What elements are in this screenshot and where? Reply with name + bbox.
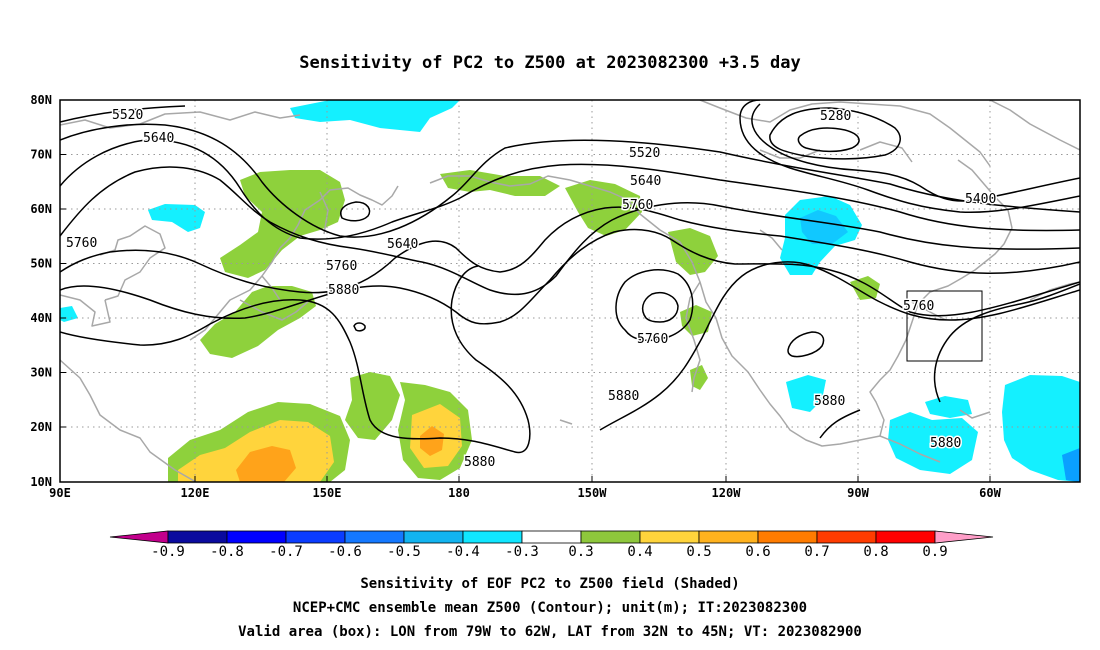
neg-shade-east-atlantic	[1002, 375, 1080, 482]
contour-label: 5640	[630, 174, 661, 189]
colorbar-arrow-high	[934, 530, 994, 544]
colorbar-label: 0.5	[686, 544, 711, 560]
caption-line-2: NCEP+CMC ensemble mean Z500 (Contour); u…	[293, 600, 807, 616]
lon-label: 90W	[847, 486, 869, 500]
colorbar-label: 0.9	[922, 544, 947, 560]
colorbar-swatches	[109, 530, 994, 544]
lat-label: 20N	[30, 420, 52, 434]
lon-label: 150E	[313, 486, 342, 500]
pos-shade-japan	[200, 286, 316, 358]
contour-label: 5760	[637, 332, 668, 347]
lat-label: 70N	[30, 148, 52, 162]
colorbar-swatch	[285, 530, 346, 544]
map-frame	[59, 99, 1081, 483]
z500-contours	[60, 100, 1080, 454]
colorbar-label: -0.7	[269, 544, 303, 560]
contour-label: 5880	[328, 283, 359, 298]
colorbar-label: -0.9	[151, 544, 185, 560]
lon-label: 60W	[979, 486, 1001, 500]
colorbar-swatch	[403, 530, 464, 544]
colorbar-label: 0.6	[745, 544, 770, 560]
colorbar-arrow-low	[109, 530, 169, 544]
colorbar-label: -0.8	[210, 544, 244, 560]
contour-label: 5880	[930, 436, 961, 451]
caption-line-1: Sensitivity of EOF PC2 to Z500 field (Sh…	[360, 576, 739, 592]
colorbar-swatch	[521, 530, 582, 544]
colorbar-swatch	[167, 530, 228, 544]
pos-shade-hawaii	[345, 372, 400, 440]
contour-labels: 5520 5640 5760 5640 5760 5880 5520 5640 …	[65, 107, 998, 472]
contour-label: 5520	[629, 146, 660, 161]
figure-title: Sensitivity of PC2 to Z500 at 2023082300…	[299, 53, 801, 73]
lon-label: 120W	[712, 486, 742, 500]
colorbar-swatch	[462, 530, 523, 544]
contour-label: 5640	[143, 131, 174, 146]
pos-shade-oregon	[680, 305, 712, 336]
contour-label: 5280	[820, 109, 851, 124]
tick-marks	[60, 154, 991, 482]
lon-label: 180	[448, 486, 470, 500]
colorbar-swatch	[757, 530, 818, 544]
colorbar: -0.9 -0.8 -0.7 -0.6 -0.5 -0.4 -0.3 0.3 0…	[109, 530, 994, 560]
colorbar-label: 0.8	[863, 544, 888, 560]
neg-shade-gulf	[786, 375, 826, 412]
neg-shade-arctic	[290, 100, 460, 132]
colorbar-labels: -0.9 -0.8 -0.7 -0.6 -0.5 -0.4 -0.3 0.3 0…	[151, 544, 948, 560]
colorbar-label: 0.3	[568, 544, 593, 560]
contour-label: 5640	[387, 237, 418, 252]
valid-area-box	[906, 290, 983, 362]
neg-shade-siberia	[148, 204, 205, 232]
lat-label: 60N	[30, 202, 52, 216]
pos-shade-baja	[690, 365, 708, 390]
contour-label: 5760	[66, 236, 97, 251]
latitude-labels: 80N 70N 60N 50N 40N 30N 20N 10N	[30, 93, 52, 489]
colorbar-label: -0.3	[505, 544, 539, 560]
contour-label: 5760	[326, 259, 357, 274]
colorbar-swatch	[639, 530, 700, 544]
colorbar-label: -0.5	[387, 544, 421, 560]
pos-shade-dateline-orange	[420, 426, 444, 456]
contour-label: 5760	[903, 299, 934, 314]
colorbar-swatch	[875, 530, 936, 544]
colorbar-swatch	[226, 530, 287, 544]
colorbar-swatch	[344, 530, 405, 544]
contour-label: 5400	[965, 192, 996, 207]
map-panel: 5520 5640 5760 5640 5760 5880 5520 5640 …	[30, 93, 1081, 500]
neg-shade-canada-core	[800, 210, 848, 244]
caption-line-3: Valid area (box): LON from 79W to 62W, L…	[238, 624, 862, 640]
colorbar-swatch	[816, 530, 877, 544]
pos-shade-kamchatka	[220, 170, 345, 278]
colorbar-label: 0.7	[804, 544, 829, 560]
pos-shade-wpac-orange	[236, 446, 296, 482]
neg-shade-atlantic	[925, 396, 972, 418]
contour-label: 5880	[814, 394, 845, 409]
neg-shade-caribbean	[888, 412, 978, 474]
lat-label: 10N	[30, 475, 52, 489]
lat-label: 80N	[30, 93, 52, 107]
colorbar-swatch	[580, 530, 641, 544]
lat-label: 30N	[30, 366, 52, 380]
captions: Sensitivity of EOF PC2 to Z500 field (Sh…	[238, 576, 862, 640]
lon-label: 150W	[578, 486, 608, 500]
contour-label: 5880	[608, 389, 639, 404]
colorbar-label: -0.6	[328, 544, 362, 560]
colorbar-label: 0.4	[627, 544, 652, 560]
colorbar-swatch	[698, 530, 759, 544]
lon-label: 90E	[49, 486, 71, 500]
lat-label: 40N	[30, 311, 52, 325]
neg-shade-east-atlantic-core	[1062, 448, 1080, 482]
contour-label: 5520	[112, 108, 143, 123]
contour-label: 5760	[622, 198, 653, 213]
longitude-labels: 90E 120E 150E 180 150W 120W 90W 60W	[49, 486, 1001, 500]
contour-label: 5880	[464, 455, 495, 470]
colorbar-label: -0.4	[446, 544, 480, 560]
lon-label: 120E	[181, 486, 210, 500]
lat-label: 50N	[30, 257, 52, 271]
